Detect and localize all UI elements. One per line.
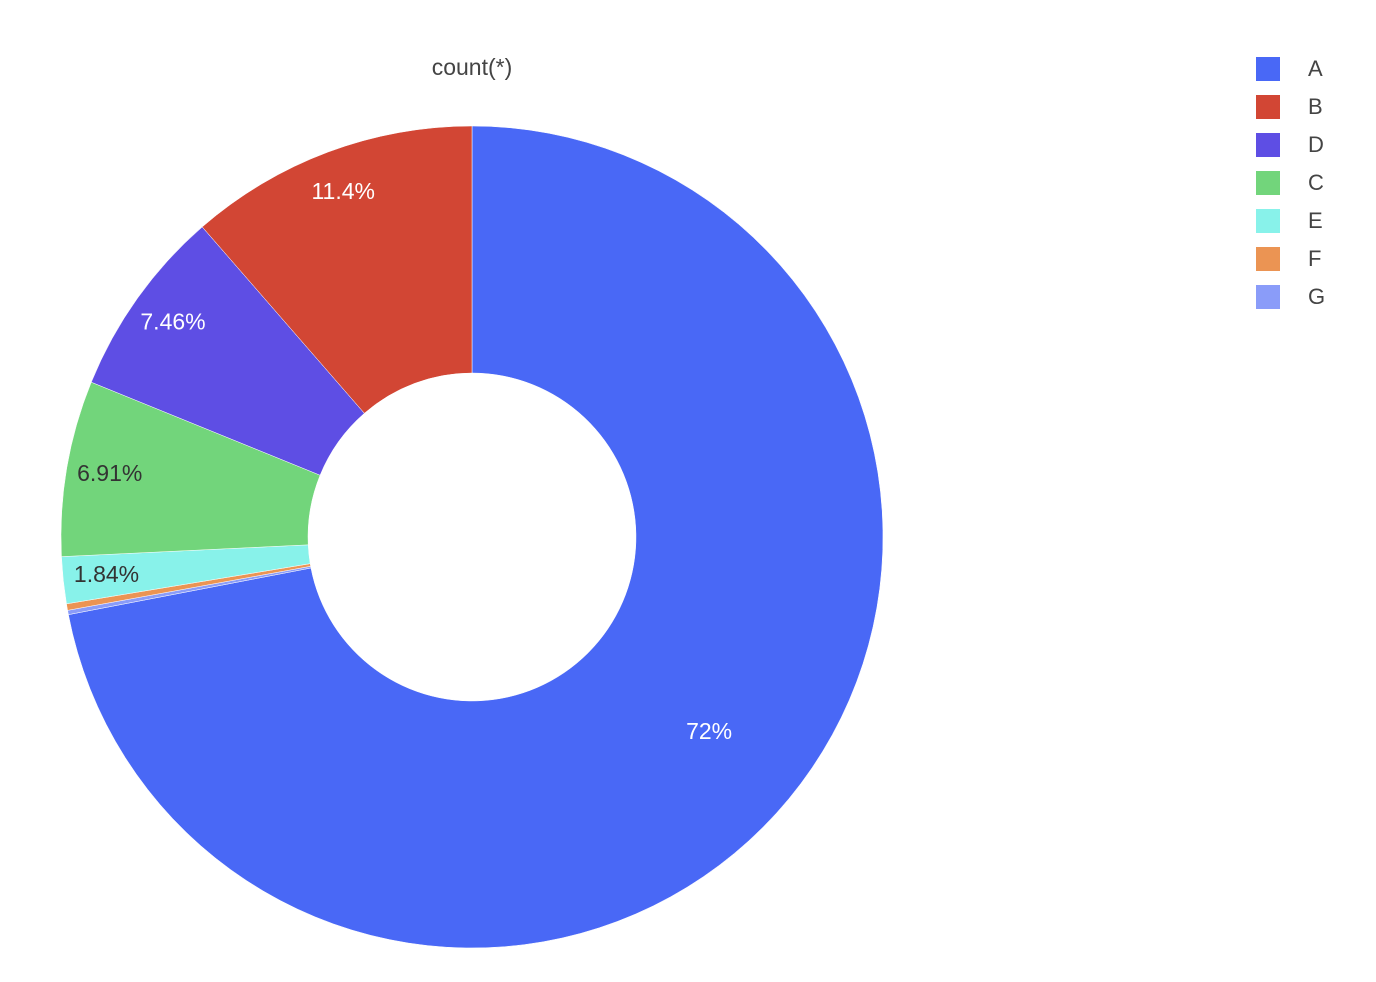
legend-item-f[interactable]: F bbox=[1256, 240, 1366, 278]
pie-slice-b[interactable] bbox=[201, 125, 473, 414]
chart-title: count(*) bbox=[431, 54, 513, 80]
legend-swatch-d bbox=[1256, 133, 1280, 157]
legend-label-d: D bbox=[1308, 132, 1324, 157]
pie-slice-a[interactable] bbox=[68, 125, 884, 949]
legend-label-a: A bbox=[1308, 56, 1323, 81]
legend-label-g: G bbox=[1308, 284, 1326, 309]
legend-swatch-e bbox=[1256, 209, 1280, 233]
legend-label-f: F bbox=[1308, 246, 1322, 271]
legend-item-d[interactable]: D bbox=[1256, 126, 1366, 164]
slice-label-d: 7.46% bbox=[140, 308, 205, 334]
legend-swatch-g bbox=[1256, 285, 1280, 309]
slice-label-e: 1.84% bbox=[74, 561, 139, 587]
legend-item-b[interactable]: B bbox=[1256, 88, 1366, 126]
legend-label-c: C bbox=[1308, 170, 1324, 195]
legend-swatch-a bbox=[1256, 57, 1280, 81]
legend: A B D C E F G bbox=[1256, 50, 1366, 316]
legend-label-b: B bbox=[1308, 94, 1323, 119]
legend-swatch-b bbox=[1256, 95, 1280, 119]
legend-item-c[interactable]: C bbox=[1256, 164, 1366, 202]
slice-label-a: 72% bbox=[686, 718, 732, 744]
legend-swatch-f bbox=[1256, 247, 1280, 271]
slice-label-c: 6.91% bbox=[77, 460, 142, 486]
legend-item-g[interactable]: G bbox=[1256, 278, 1366, 316]
legend-item-e[interactable]: E bbox=[1256, 202, 1366, 240]
legend-label-e: E bbox=[1308, 208, 1323, 233]
slice-label-b: 11.4% bbox=[311, 178, 375, 204]
legend-item-a[interactable]: A bbox=[1256, 50, 1366, 88]
legend-swatch-c bbox=[1256, 171, 1280, 195]
